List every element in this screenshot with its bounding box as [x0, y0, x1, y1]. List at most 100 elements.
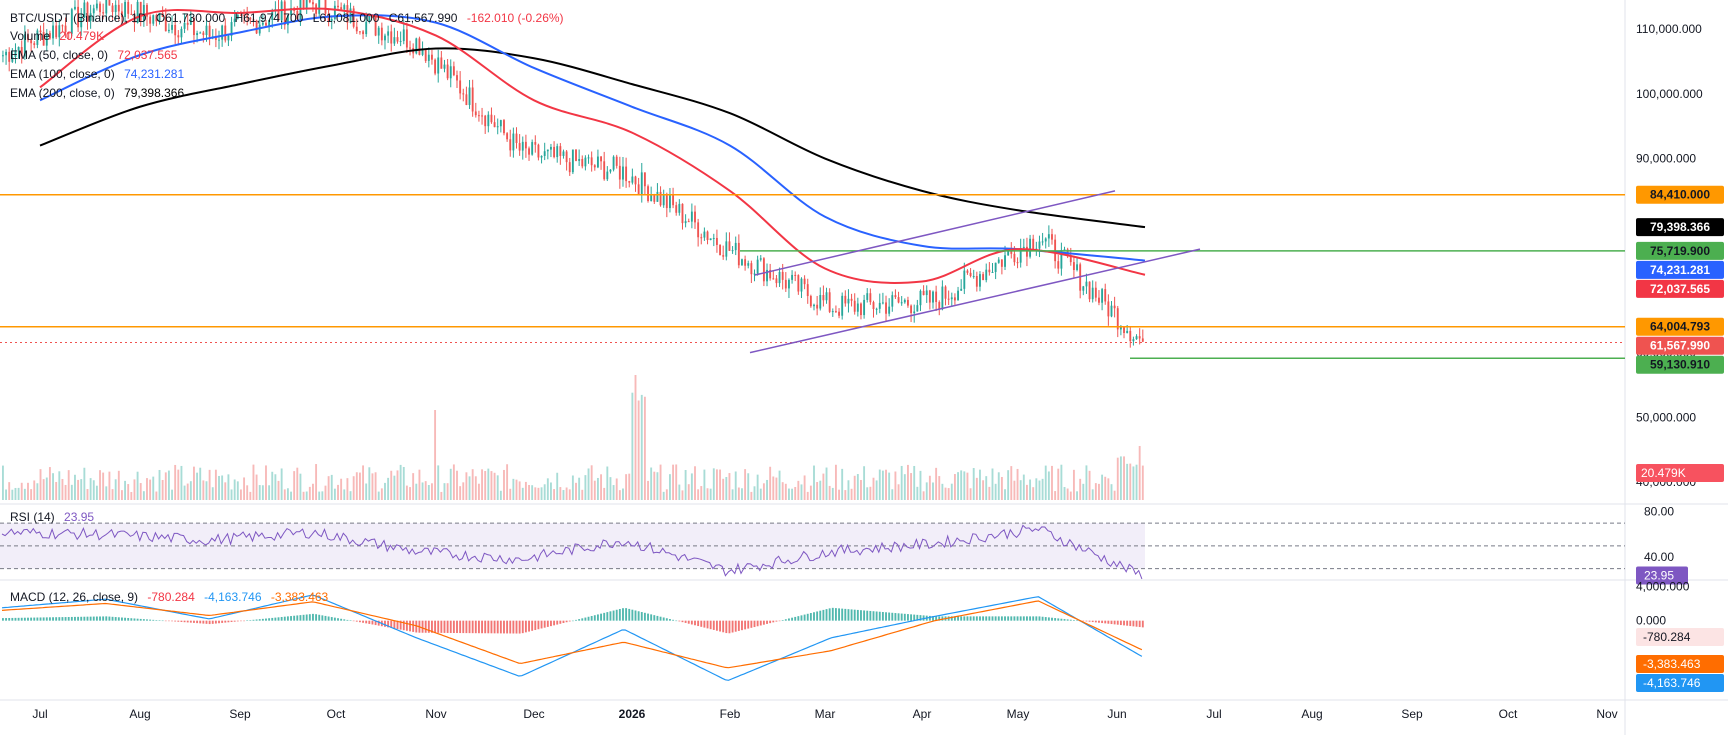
volume-bar [349, 491, 352, 500]
macd-histogram-bar [358, 620, 361, 623]
macd-histogram-bar [283, 616, 286, 621]
volume-legend[interactable]: Volume 20.479K [10, 28, 110, 44]
volume-bar [524, 481, 527, 500]
ema100-legend[interactable]: EMA (100, close, 0) 74,231.281 [10, 66, 190, 82]
rsi-value-box [1636, 566, 1688, 585]
macd-histogram-bar [45, 617, 48, 621]
volume-bar [1047, 471, 1050, 500]
ema200-legend[interactable]: EMA (200, close, 0) 79,398.366 [10, 85, 190, 101]
symbol-name[interactable]: BTC/USDT (Binance), 1D [10, 11, 147, 25]
macd-histogram-bar [791, 617, 794, 621]
x-tick-label: Jul [32, 707, 47, 721]
macd-histogram-bar [290, 616, 292, 621]
volume-bar [747, 473, 750, 500]
candle-body [487, 114, 490, 127]
volume-bar [866, 487, 869, 500]
candle-body [831, 311, 834, 313]
volume-bar [593, 480, 596, 500]
volume-bar [421, 482, 424, 500]
candle-body [878, 302, 881, 309]
candle-body [409, 47, 411, 49]
macd-histogram-bar [615, 609, 618, 621]
volume-bar [556, 472, 559, 500]
candle-body [825, 292, 828, 301]
volume-bar [816, 482, 819, 500]
volume-bar [283, 489, 286, 500]
rsi-legend[interactable]: RSI (14) 23.95 [10, 509, 100, 525]
candle-body [193, 17, 195, 36]
candle-body [1135, 336, 1138, 340]
candle-body [503, 120, 505, 134]
volume-bar [343, 489, 346, 500]
volume-bar [985, 476, 988, 500]
ema100-line [39, 14, 1146, 262]
macd-histogram-bar [769, 620, 772, 624]
volume-bar [994, 483, 997, 500]
macd-histogram-bar [61, 617, 64, 621]
volume-bar [477, 483, 480, 500]
candle-body [368, 15, 371, 22]
candle-body [61, 25, 64, 27]
macd-histogram-bar [136, 618, 139, 621]
macd-histogram-bar [756, 620, 759, 627]
macd-histogram-bar [459, 620, 462, 634]
volume-bar [606, 466, 609, 500]
volume-bar [809, 485, 812, 500]
volume-bar [979, 469, 981, 500]
macd-line-value: -4,163.746 [204, 590, 262, 604]
candle-body [553, 146, 556, 158]
volume-bar [246, 485, 249, 500]
volume-bar [296, 467, 299, 500]
candle-body [239, 14, 242, 16]
macd-histogram-bar [715, 620, 718, 631]
macd-histogram-bar [603, 612, 606, 621]
candle-body [800, 278, 803, 292]
candle-body [1069, 256, 1072, 263]
candle-body [55, 25, 58, 38]
macd-histogram-bar [506, 620, 509, 634]
macd-histogram-bar [1094, 620, 1097, 623]
macd-histogram-bar [396, 620, 399, 630]
volume-bar [650, 467, 653, 500]
macd-histogram-bar [991, 616, 994, 621]
price-change: -162.010 (-0.26%) [466, 11, 564, 25]
volume-bar [794, 486, 797, 500]
macd-histogram-bar [1010, 616, 1013, 621]
volume-bar [653, 471, 656, 500]
macd-histogram-bar [753, 620, 756, 628]
candle-body [1129, 330, 1132, 342]
candle-body [318, 0, 321, 14]
macd-histogram-bar [794, 616, 797, 621]
candle-body [155, 15, 158, 22]
candle-body [161, 13, 164, 17]
candle-body [64, 25, 67, 33]
candle-body [659, 191, 662, 206]
volume-bar [1041, 478, 1044, 500]
candle-body [312, 2, 314, 5]
volume-bar [299, 473, 302, 500]
volume-bar [562, 490, 565, 500]
macd-histogram-bar [625, 608, 628, 621]
candle-body [769, 269, 772, 279]
candle-body [89, 13, 92, 21]
candle-body [130, 13, 133, 15]
macd-histogram-bar [540, 620, 543, 629]
macd-histogram-bar [903, 613, 906, 621]
ema50-legend[interactable]: EMA (50, close, 0) 72,037.565 [10, 47, 183, 63]
candle-body [424, 49, 427, 61]
candle-body [969, 272, 972, 277]
volume-bar [709, 488, 712, 500]
candle-body [537, 144, 540, 158]
macd-histogram-bar [224, 620, 227, 623]
candle-body [343, 5, 346, 10]
price-label: 79,398.366 [1650, 220, 1710, 234]
x-tick-label: Aug [1301, 707, 1322, 721]
candle-body [596, 156, 599, 168]
macd-histogram-bar [211, 620, 214, 624]
candle-body [227, 35, 230, 41]
macd-histogram-bar [70, 616, 73, 621]
macd-legend[interactable]: MACD (12, 26, close, 9) -780.284 -4,163.… [10, 589, 334, 605]
candle-body [265, 22, 267, 26]
candle-body [625, 166, 628, 182]
candle-body [578, 158, 581, 161]
